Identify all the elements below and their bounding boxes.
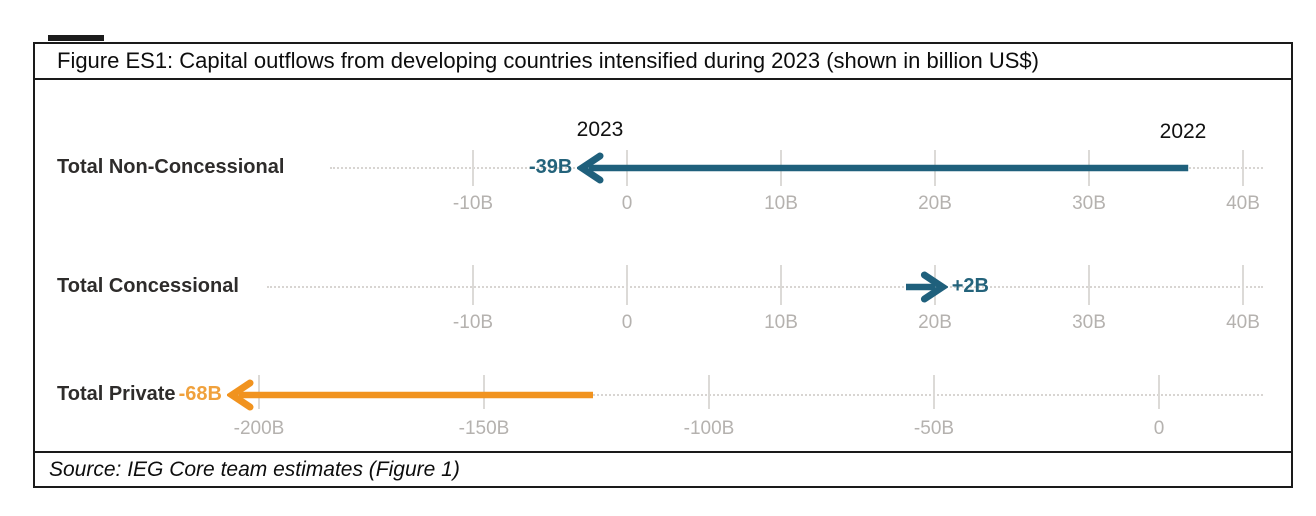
axis-dotted-line bbox=[267, 286, 1263, 288]
figure-title: Figure ES1: Capital outflows from develo… bbox=[35, 44, 1291, 80]
axis-tick-label: -100B bbox=[683, 418, 735, 439]
axis-tick-label: -200B bbox=[233, 418, 285, 439]
category-label: Total Non-Concessional bbox=[57, 156, 285, 178]
axis-tick bbox=[472, 150, 474, 186]
axis-tick-label: -10B bbox=[452, 193, 494, 214]
change-arrow-right-icon bbox=[906, 271, 948, 303]
axis-dotted-line bbox=[233, 394, 1263, 396]
axis-tick-label: -50B bbox=[913, 418, 955, 439]
year-label: 2022 bbox=[1159, 120, 1207, 143]
axis-tick bbox=[780, 265, 782, 305]
axis-tick bbox=[708, 375, 710, 409]
change-arrow-left-icon bbox=[227, 379, 593, 411]
axis-tick-label: 40B bbox=[1226, 312, 1260, 333]
figure-frame: Figure ES1: Capital outflows from develo… bbox=[33, 42, 1293, 488]
axis-tick bbox=[1242, 150, 1244, 186]
year-label: 2023 bbox=[576, 118, 624, 141]
axis-tick-label: 0 bbox=[1153, 418, 1165, 439]
category-label: Total Private bbox=[57, 383, 176, 405]
axis-tick-label: 0 bbox=[621, 193, 633, 214]
chart-area: -10B 0 10B 20B 30B 40B Total Non-Concessional -… bbox=[35, 80, 1291, 451]
value-label: -68B bbox=[178, 383, 222, 405]
category-label: Total Concessional bbox=[57, 275, 239, 297]
change-arrow-left-icon bbox=[577, 152, 1189, 184]
scan-artifact-mark bbox=[48, 35, 104, 41]
axis-tick bbox=[1242, 265, 1244, 305]
axis-tick-label: 30B bbox=[1072, 312, 1106, 333]
axis-tick-label: 10B bbox=[764, 193, 798, 214]
axis-tick-label: 10B bbox=[764, 312, 798, 333]
axis-tick bbox=[472, 265, 474, 305]
axis-tick-label: 0 bbox=[621, 312, 633, 333]
axis-tick-label: -10B bbox=[452, 312, 494, 333]
axis-tick-label: -150B bbox=[458, 418, 510, 439]
axis-tick bbox=[626, 265, 628, 305]
axis-tick-label: 30B bbox=[1072, 193, 1106, 214]
value-label: +2B bbox=[951, 275, 989, 297]
axis-tick-label: 40B bbox=[1226, 193, 1260, 214]
axis-tick-label: 20B bbox=[918, 312, 952, 333]
axis-tick bbox=[1158, 375, 1160, 409]
source-note: Source: IEG Core team estimates (Figure … bbox=[35, 451, 1291, 486]
value-label: -39B bbox=[528, 156, 573, 178]
axis-tick-label: 20B bbox=[918, 193, 952, 214]
axis-tick bbox=[1088, 265, 1090, 305]
axis-tick bbox=[933, 375, 935, 409]
